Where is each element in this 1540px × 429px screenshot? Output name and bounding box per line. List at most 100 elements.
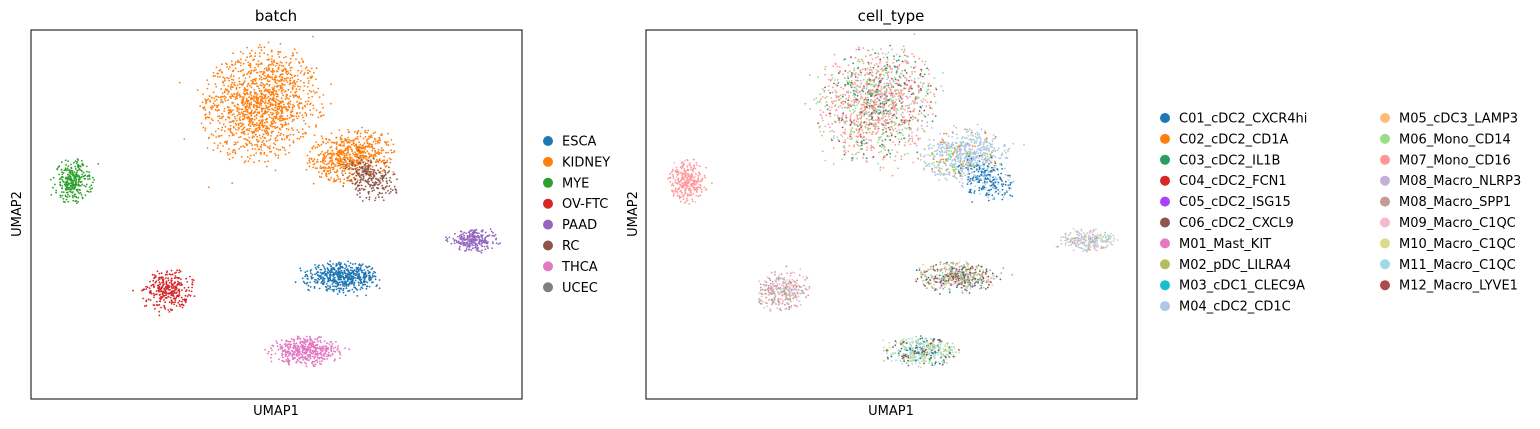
scatter-point [206, 87, 209, 90]
scatter-point [275, 115, 278, 118]
scatter-point [256, 71, 258, 74]
scatter-point [293, 340, 295, 343]
scatter-point [259, 146, 262, 148]
scatter-point [350, 276, 353, 278]
scatter-point [339, 136, 342, 139]
scatter-point [279, 87, 282, 90]
scatter-point [72, 174, 74, 177]
scatter-point [296, 80, 298, 83]
scatter-point [879, 106, 882, 108]
scatter-point [256, 122, 258, 124]
scatter-point [172, 290, 175, 292]
scatter-point [871, 79, 874, 81]
scatter-point [299, 337, 302, 340]
scatter-point [338, 152, 341, 155]
scatter-point [307, 72, 310, 74]
scatter-point [232, 149, 235, 152]
scatter-point [390, 151, 393, 154]
scatter-point [368, 198, 371, 201]
scatter-point [260, 97, 263, 100]
scatter-point [339, 357, 341, 360]
scatter-point [288, 354, 290, 357]
scatter-point [857, 102, 860, 104]
scatter-point [67, 188, 70, 191]
scatter-point [243, 118, 245, 120]
scatter-point [919, 81, 922, 84]
scatter-point [337, 287, 339, 290]
scatter-point [266, 53, 269, 56]
scatter-point [220, 98, 223, 101]
scatter-point [249, 84, 251, 87]
scatter-point [293, 105, 296, 108]
scatter-point [239, 145, 242, 148]
scatter-point [193, 295, 196, 297]
scatter-point [354, 262, 357, 265]
scatter-point [380, 160, 383, 163]
scatter-point [177, 280, 179, 283]
scatter-point [311, 75, 314, 78]
scatter-point [207, 98, 210, 100]
scatter-point [84, 194, 87, 197]
scatter-point [480, 251, 483, 254]
scatter-point [329, 341, 332, 343]
scatter-point [217, 109, 220, 111]
scatter-point [326, 267, 329, 269]
scatter-point [287, 350, 290, 353]
scatter-point [351, 288, 354, 291]
scatter-point [844, 101, 847, 104]
scatter-point [325, 155, 328, 157]
scatter-point [841, 107, 843, 109]
scatter-point [61, 187, 64, 190]
scatter-point [244, 108, 247, 111]
scatter-point [270, 50, 273, 53]
scatter-point [869, 102, 871, 105]
scatter-point [895, 71, 898, 73]
scatter-point [266, 106, 269, 109]
scatter-point [224, 100, 227, 102]
scatter-point [254, 55, 257, 58]
scatter-point [368, 156, 370, 159]
scatter-point [246, 139, 248, 141]
scatter-point [466, 239, 469, 241]
scatter-point [828, 78, 830, 81]
scatter-point [246, 113, 248, 116]
scatter-point [481, 229, 484, 232]
scatter-point [288, 116, 291, 119]
scatter-point [934, 115, 937, 117]
scatter-point [301, 106, 304, 109]
scatter-point [316, 338, 319, 341]
scatter-point [320, 353, 322, 356]
scatter-point [455, 239, 458, 242]
scatter-point [491, 234, 494, 237]
scatter-point [825, 101, 828, 103]
scatter-point [263, 52, 266, 55]
scatter-point [199, 105, 202, 108]
scatter-point [289, 353, 292, 356]
scatter-point [74, 165, 77, 168]
scatter-point [355, 270, 357, 273]
scatter-point [326, 280, 329, 283]
scatter-point [332, 285, 334, 288]
scatter-point [359, 160, 362, 162]
scatter-point [165, 280, 168, 283]
scatter-point [61, 171, 63, 174]
scatter-point [250, 114, 253, 117]
scatter-point [321, 172, 323, 175]
scatter-point [281, 87, 283, 89]
scatter-point [363, 142, 366, 145]
scatter-point [284, 121, 287, 124]
scatter-point [68, 195, 71, 198]
scatter-point [359, 196, 361, 199]
scatter-point [821, 150, 824, 153]
scatter-point [341, 172, 343, 175]
scatter-point [345, 268, 348, 271]
scatter-point [327, 170, 329, 173]
scatter-point [338, 129, 341, 131]
scatter-point [253, 97, 255, 100]
scatter-point [291, 127, 293, 130]
scatter-point [228, 158, 231, 161]
scatter-point [248, 129, 251, 132]
scatter-point [162, 281, 164, 283]
scatter-point [384, 186, 387, 189]
scatter-point [292, 54, 295, 57]
